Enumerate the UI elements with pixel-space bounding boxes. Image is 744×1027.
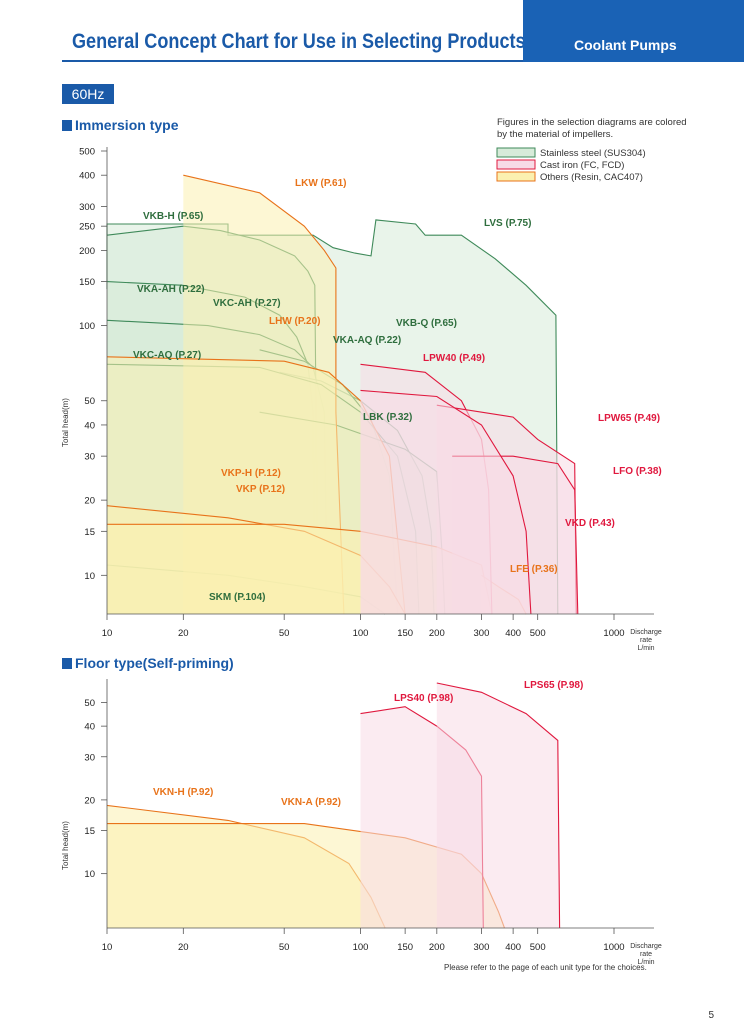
series-label: VKN-H (P.92)	[153, 787, 213, 798]
y-axis-label: Total head(m)	[61, 821, 70, 870]
x-tick-label: 500	[530, 942, 546, 953]
y-tick-label: 150	[79, 277, 95, 288]
legend-note: Figures in the selection diagrams are co…	[497, 117, 687, 140]
y-tick-label: 15	[84, 527, 95, 538]
y-tick-label: 200	[79, 246, 95, 257]
series-label: VKA-AQ (P.22)	[333, 335, 401, 346]
y-axis-label: Total head(m)	[61, 398, 70, 447]
x-tick-label: 300	[474, 628, 490, 639]
series-label: VKB-Q (P.65)	[396, 318, 457, 329]
x-tick-label: 100	[353, 942, 369, 953]
series-label: VKC-AQ (P.27)	[133, 350, 201, 361]
legend-swatch-castiron	[496, 159, 536, 170]
series-label: VKA-AH (P.22)	[137, 284, 205, 295]
legend-swatch-others	[496, 171, 536, 182]
x-tick-label: 300	[474, 942, 490, 953]
y-tick-label: 20	[84, 795, 95, 806]
title-rule	[62, 60, 744, 62]
y-tick-label: 10	[84, 571, 95, 582]
frequency-badge: 60Hz	[62, 84, 114, 104]
x-tick-label: 20	[178, 942, 189, 953]
series-line	[360, 389, 532, 615]
x-tick-label: 10	[102, 628, 113, 639]
series-label: VKB-H (P.65)	[143, 211, 203, 222]
series-label: LPS65 (P.98)	[524, 680, 583, 691]
page-title: General Concept Chart for Use in Selecti…	[72, 30, 526, 53]
x-axis-label: L/min	[637, 959, 654, 966]
series-label: LPW65 (P.49)	[598, 413, 660, 424]
y-tick-label: 40	[84, 420, 95, 431]
y-tick-label: 100	[79, 321, 95, 332]
legend-label-stainless: Stainless steel (SUS304)	[540, 148, 646, 159]
y-tick-label: 15	[84, 826, 95, 837]
series-label: LHW (P.20)	[269, 316, 321, 327]
x-tick-label: 50	[279, 942, 290, 953]
x-axis-label: rate	[640, 637, 652, 644]
x-axis-label: rate	[640, 951, 652, 958]
y-tick-label: 40	[84, 722, 95, 733]
legend-label-castiron: Cast iron (FC, FCD)	[540, 160, 624, 171]
x-tick-label: 200	[429, 628, 445, 639]
y-tick-label: 300	[79, 202, 95, 213]
series-label: LVS (P.75)	[484, 218, 531, 229]
series-label: LPS40 (P.98)	[394, 693, 453, 704]
series-label: VKD (P.43)	[565, 518, 615, 529]
series-label: VKP-H (P.12)	[221, 468, 281, 479]
x-tick-label: 1000	[603, 628, 624, 639]
series-label: VKN-A (P.92)	[281, 797, 341, 808]
series-label: LFE (P.36)	[510, 564, 558, 575]
page-number: 5	[708, 1010, 714, 1021]
y-tick-label: 30	[84, 452, 95, 463]
x-axis-label: Discharge	[630, 629, 662, 636]
legend-swatch-stainless	[496, 147, 536, 158]
series-label: SKM (P.104)	[209, 592, 266, 603]
immersion-section-title: Immersion type	[62, 117, 178, 133]
footnote: Please refer to the page of each unit ty…	[444, 963, 647, 972]
x-tick-label: 10	[102, 942, 113, 953]
section-square-icon	[62, 120, 72, 131]
x-tick-label: 150	[397, 628, 413, 639]
y-tick-label: 30	[84, 752, 95, 763]
y-tick-label: 400	[79, 171, 95, 182]
x-tick-label: 400	[505, 942, 521, 953]
series-area	[436, 683, 560, 928]
x-tick-label: 200	[429, 942, 445, 953]
legend-label-others: Others (Resin, CAC407)	[540, 172, 643, 183]
series-label: VKP (P.12)	[236, 484, 285, 495]
x-tick-label: 500	[530, 628, 546, 639]
series-area	[360, 390, 531, 614]
series-label: VKC-AH (P.27)	[213, 298, 281, 309]
series-label: LFO (P.38)	[613, 466, 662, 477]
x-tick-label: 50	[279, 628, 290, 639]
x-tick-label: 20	[178, 628, 189, 639]
y-tick-label: 250	[79, 222, 95, 233]
category-label: Coolant Pumps	[574, 37, 677, 53]
x-axis-label: Discharge	[630, 943, 662, 950]
x-axis-label: L/min	[637, 645, 654, 652]
floor-section-title: Floor type(Self-priming)	[62, 655, 234, 671]
series-label: LPW40 (P.49)	[423, 353, 485, 364]
series-line	[436, 682, 561, 929]
y-tick-label: 20	[84, 496, 95, 507]
section-square-icon	[62, 658, 72, 669]
series-label: LKW (P.61)	[295, 178, 347, 189]
chart-floor: 10 15 20 30 40 50 10 20 50 100 150 200 300 400 500 1000…	[61, 679, 662, 966]
series-label: LBK (P.32)	[363, 412, 412, 423]
category-banner	[523, 0, 744, 62]
y-tick-label: 50	[84, 396, 95, 407]
x-tick-label: 400	[505, 628, 521, 639]
x-tick-label: 100	[353, 628, 369, 639]
x-tick-label: 1000	[603, 942, 624, 953]
y-tick-label: 50	[84, 698, 95, 709]
chart-immersion: 10 15 20 30 40 50 100 150 200 250 300 400 500 10 20 50 1…	[61, 147, 662, 653]
x-tick-label: 150	[397, 942, 413, 953]
y-tick-label: 10	[84, 869, 95, 880]
y-tick-label: 500	[79, 147, 95, 158]
